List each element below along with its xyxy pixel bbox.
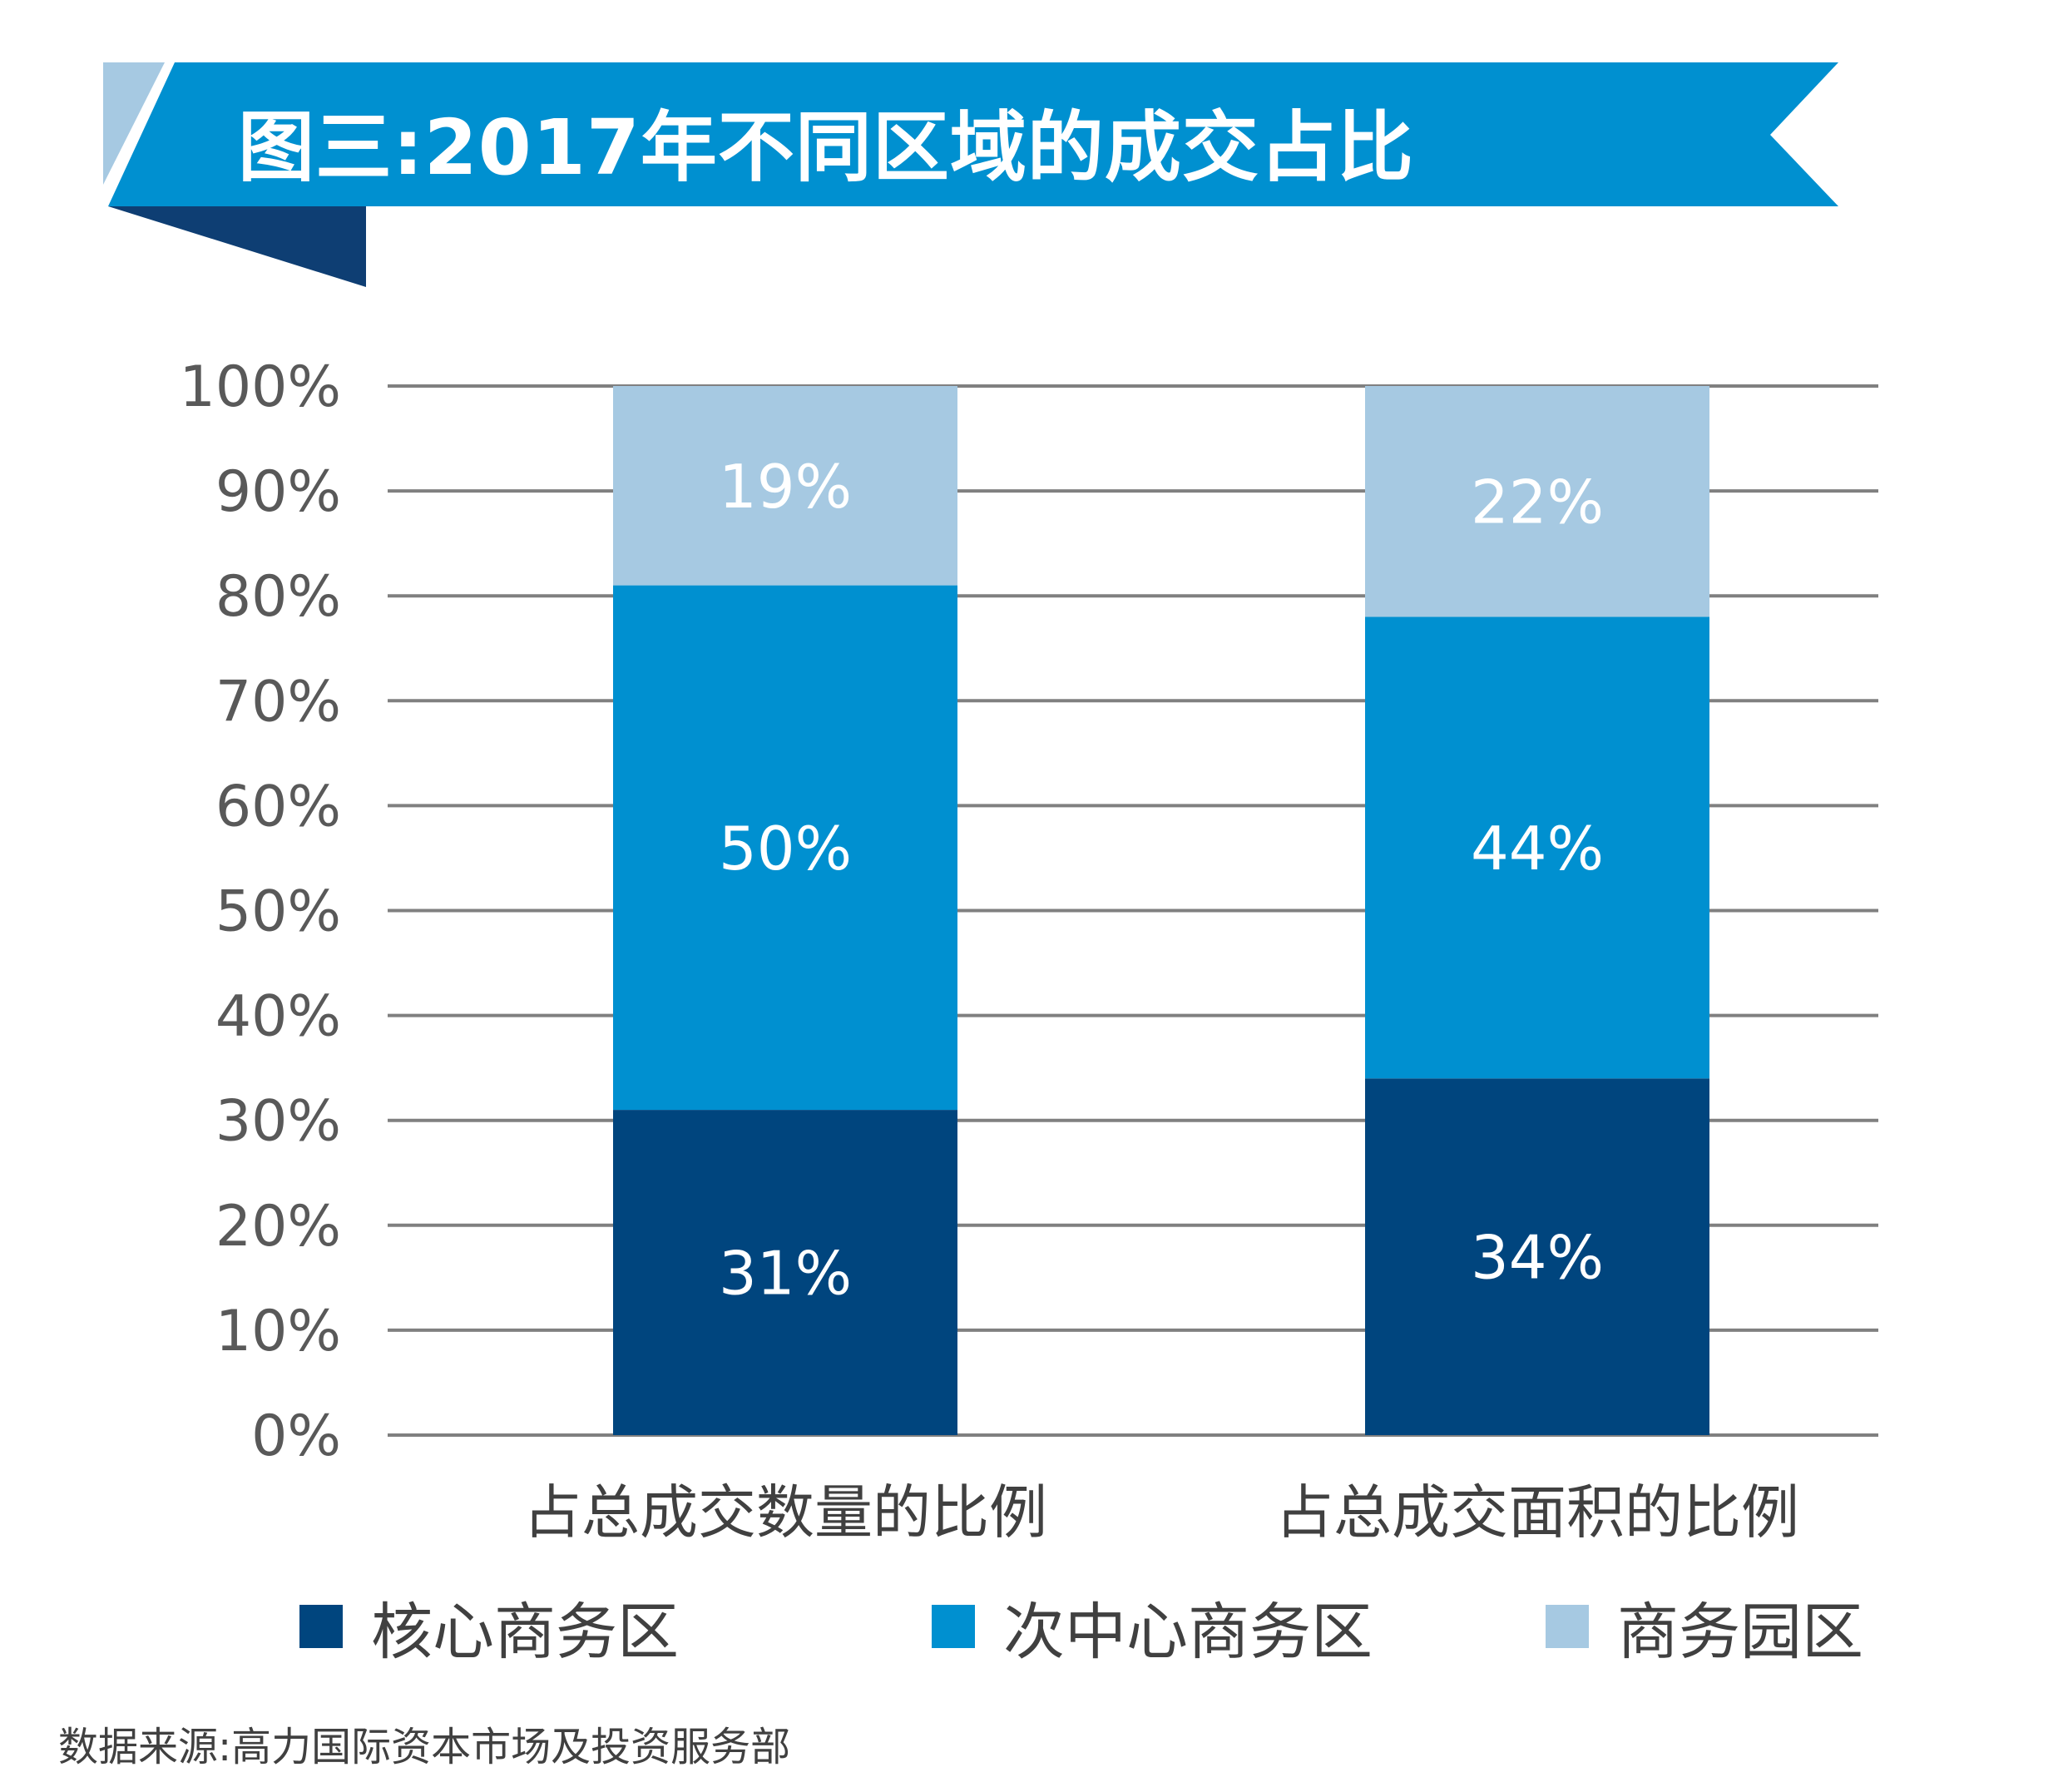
bar-data-label: 22% [1471, 468, 1604, 537]
bar-data-label: 44% [1471, 814, 1604, 884]
bar-data-label: 19% [719, 452, 852, 522]
title-banner [103, 62, 1838, 287]
bar-data-label: 31% [719, 1239, 852, 1309]
y-tick-label: 100% [180, 354, 341, 420]
legend: 核心商务区 次中心商务区 商务园区 [0, 1572, 2063, 1681]
bar-segment [1365, 386, 1709, 617]
y-tick-label: 80% [215, 564, 341, 630]
y-tick-label: 40% [215, 984, 341, 1050]
banner-main-ribbon [108, 62, 1838, 206]
bar-segment [1365, 616, 1709, 1079]
y-tick-label: 0% [251, 1403, 341, 1469]
chart-title: 图三:2017年不同区域的成交占比 [238, 103, 1414, 192]
banner-light-stripe [103, 62, 165, 185]
legend-item-sub-cbd: 次中心商务区 [932, 1572, 1373, 1681]
x-category-label: 占总成交面积的比例 [1275, 1478, 1799, 1547]
y-tick-label: 70% [215, 669, 341, 735]
y-axis-ticks: 0% 10% 20% 30% 40% 50% 60% 70% 80% 90% 100% [180, 354, 341, 1469]
bar-segment [613, 1110, 957, 1435]
legend-swatch-core-cbd [299, 1605, 343, 1648]
banner-dark-flap [108, 206, 366, 287]
bar-segment [613, 386, 957, 586]
legend-item-business-park: 商务园区 [1546, 1572, 1863, 1681]
legend-label-business-park: 商务园区 [1617, 1596, 1863, 1668]
data-source-note: 数据来源:高力国际资本市场及投资服务部 [58, 1724, 791, 1770]
y-tick-label: 50% [215, 879, 341, 945]
legend-swatch-business-park [1546, 1605, 1589, 1648]
y-tick-label: 60% [215, 774, 341, 839]
x-axis-categories: 占总成交数量的比例 占总成交面积的比例 [523, 1478, 1799, 1547]
y-tick-label: 90% [215, 459, 341, 525]
bars: 31% 50% 19% 34% 44% 22% [613, 386, 1709, 1435]
bar-segment [1365, 1078, 1709, 1435]
legend-swatch-sub-cbd [932, 1605, 975, 1648]
y-tick-label: 30% [215, 1089, 341, 1155]
bar-segment [613, 585, 957, 1111]
y-tick-label: 20% [215, 1194, 341, 1260]
bar-data-label: 34% [1471, 1223, 1604, 1293]
bar-data-label: 50% [719, 814, 852, 884]
legend-label-core-cbd: 核心商务区 [371, 1596, 679, 1668]
stacked-bar-chart: 31% 50% 19% 34% 44% 22% 0% 10% 20% 30% 40% 50% 60% 7… [180, 354, 1878, 1547]
x-category-label: 占总成交数量的比例 [523, 1478, 1047, 1547]
legend-item-core-cbd: 核心商务区 [299, 1572, 679, 1681]
y-tick-label: 10% [215, 1299, 341, 1364]
legend-label-sub-cbd: 次中心商务区 [1003, 1596, 1373, 1668]
